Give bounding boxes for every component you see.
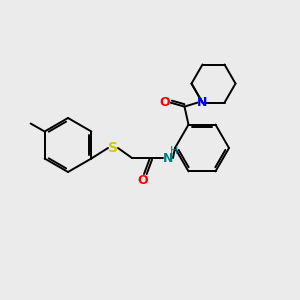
Text: O: O bbox=[159, 96, 170, 109]
Text: H: H bbox=[170, 146, 178, 156]
Text: O: O bbox=[138, 173, 148, 187]
Text: N: N bbox=[197, 96, 208, 109]
Text: N: N bbox=[163, 152, 173, 164]
Text: S: S bbox=[108, 141, 118, 155]
